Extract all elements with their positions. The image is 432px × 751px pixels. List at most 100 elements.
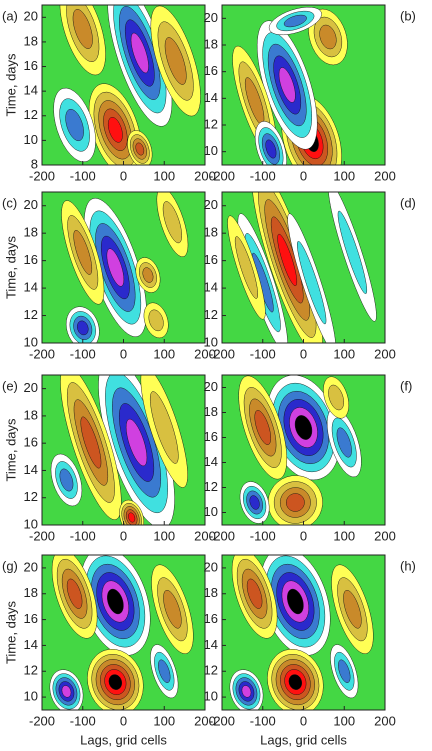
y-tick-label: 18: [24, 407, 38, 422]
y-tick-label: 20: [24, 559, 38, 574]
y-tick-label: 12: [24, 107, 38, 122]
contour-field: [222, 192, 385, 343]
y-axis-title: Time, days: [3, 418, 18, 482]
y-tick-label: 12: [204, 663, 218, 678]
y-tick-label: 14: [24, 637, 38, 652]
y-tick-label: 10: [24, 689, 38, 704]
x-tick-label: -200: [29, 713, 55, 728]
x-tick-label: 100: [333, 346, 355, 361]
y-tick-label: 12: [24, 489, 38, 504]
contour-band: [234, 236, 258, 299]
contour-band: [130, 32, 149, 74]
y-axis-title: Time, days: [3, 53, 18, 117]
y-tick-label: 8: [31, 156, 38, 171]
y-tick-label: 16: [24, 252, 38, 267]
x-tick-label: -200: [209, 528, 235, 543]
contour-band: [148, 309, 164, 332]
x-tick-label: 200: [374, 528, 396, 543]
y-tick-label: 16: [204, 252, 218, 267]
contour-band: [158, 659, 171, 683]
y-tick-label: 14: [204, 280, 218, 295]
contour-band: [277, 233, 298, 287]
panel-label: (d): [400, 195, 416, 210]
x-tick-label: -100: [70, 346, 96, 361]
x-tick-label: 0: [120, 168, 127, 183]
x-axis-title: Lags, grid cells: [80, 732, 167, 747]
panel-label: (b): [400, 8, 416, 23]
x-tick-label: 100: [153, 346, 175, 361]
x-tick-label: -100: [250, 346, 276, 361]
y-tick-label: 18: [204, 585, 218, 600]
contour-band: [106, 248, 125, 287]
y-tick-label: 18: [24, 225, 38, 240]
y-tick-label: 14: [204, 90, 218, 105]
y-tick-label: 20: [204, 10, 218, 25]
y-tick-label: 12: [24, 663, 38, 678]
y-tick-label: 20: [204, 197, 218, 212]
x-tick-label: 0: [300, 528, 307, 543]
contour-band: [163, 589, 182, 629]
y-tick-label: 16: [24, 611, 38, 626]
y-tick-label: 20: [24, 380, 38, 395]
contour-band: [241, 685, 252, 698]
x-axis-title: Lags, grid cells: [260, 732, 347, 747]
y-tick-label: 16: [24, 58, 38, 73]
panel-label: (g): [2, 558, 18, 573]
x-tick-label: -100: [70, 528, 96, 543]
y-tick-label: 18: [24, 585, 38, 600]
contour-band: [66, 578, 83, 609]
contour-band: [336, 427, 352, 458]
contour-band: [343, 589, 362, 629]
contour-band: [80, 416, 102, 469]
y-tick-label: 16: [204, 63, 218, 78]
contour-band: [65, 108, 84, 142]
x-tick-label: -200: [209, 713, 235, 728]
contour-band: [328, 384, 344, 411]
panel-label: (c): [2, 195, 17, 210]
y-tick-label: 12: [24, 307, 38, 322]
x-tick-label: -100: [250, 168, 276, 183]
y-tick-label: 12: [204, 479, 218, 494]
y-tick-label: 16: [204, 611, 218, 626]
x-tick-label: 0: [300, 346, 307, 361]
x-tick-label: 100: [153, 528, 175, 543]
y-tick-label: 14: [24, 83, 38, 98]
contour-field: [42, 375, 205, 525]
x-tick-label: 0: [300, 168, 307, 183]
contour-band: [164, 37, 187, 85]
x-tick-label: -100: [250, 713, 276, 728]
y-tick-label: 20: [204, 559, 218, 574]
x-tick-label: -200: [29, 346, 55, 361]
x-tick-label: -100: [250, 528, 276, 543]
contour-band: [61, 685, 72, 698]
contour-band: [128, 512, 136, 523]
panel-label: (e): [2, 378, 18, 393]
x-tick-label: 200: [374, 346, 396, 361]
x-tick-label: 100: [333, 528, 355, 543]
contour-band: [77, 320, 89, 336]
y-tick-label: 14: [24, 462, 38, 477]
contour-band: [73, 229, 93, 275]
x-tick-label: 200: [194, 168, 216, 183]
contour-field: [42, 192, 205, 343]
contour-field: [42, 555, 205, 710]
x-tick-label: 200: [374, 713, 396, 728]
contour-field: [222, 375, 385, 525]
x-tick-label: 100: [333, 168, 355, 183]
x-tick-label: -200: [29, 528, 55, 543]
x-tick-label: 100: [153, 713, 175, 728]
contour-band: [288, 674, 303, 690]
y-tick-label: 18: [204, 225, 218, 240]
panel-label: (f): [400, 378, 412, 393]
y-tick-label: 18: [24, 33, 38, 48]
contour-band: [142, 267, 154, 283]
contour-band: [265, 139, 277, 159]
contour-field: [222, 5, 385, 165]
x-tick-label: -100: [70, 713, 96, 728]
contour-band: [294, 415, 313, 440]
contour-band: [107, 588, 124, 615]
x-tick-label: 200: [194, 346, 216, 361]
x-tick-label: 100: [333, 713, 355, 728]
y-tick-label: 10: [24, 334, 38, 349]
contour-band: [254, 410, 271, 445]
